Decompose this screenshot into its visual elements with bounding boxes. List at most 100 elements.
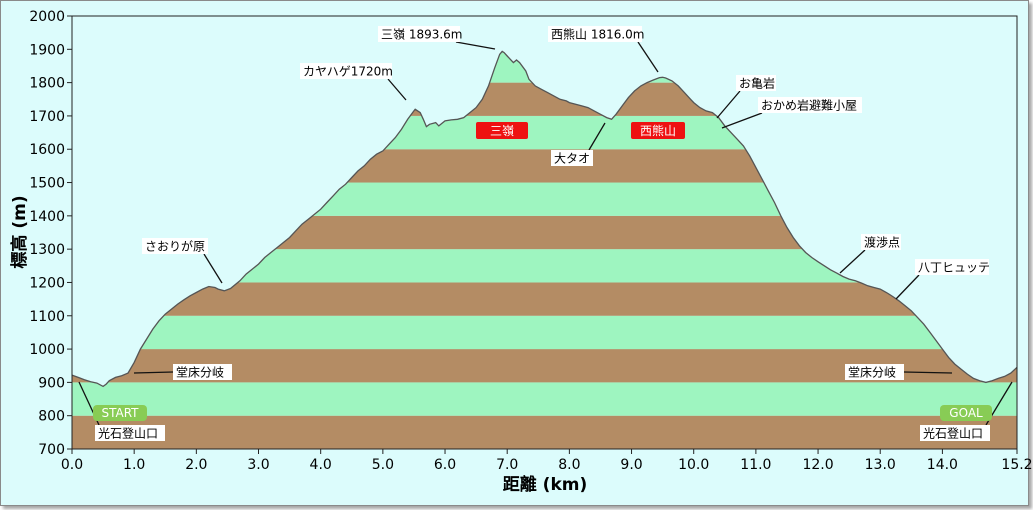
annotation: 大タオ — [551, 122, 606, 166]
elevation-band — [72, 249, 1017, 283]
annotation-box — [95, 425, 165, 441]
annotation-box — [548, 26, 642, 42]
x-tick-label: 5.0 — [372, 457, 394, 473]
x-tick-label: 9.0 — [620, 457, 642, 473]
elevation-band — [72, 382, 1017, 416]
x-axis-title: 距離 (km) — [503, 474, 587, 495]
annotation-label: カヤハゲ1720m — [303, 65, 393, 79]
annotation-box — [845, 364, 904, 380]
annotation-label: 大タオ — [554, 152, 590, 166]
x-tick-label: 2.0 — [185, 457, 207, 473]
annotation: お亀岩 — [716, 75, 776, 119]
x-tick-label: 6.0 — [434, 457, 456, 473]
start-badge: START — [93, 405, 147, 421]
y-tick-label: 1600 — [29, 142, 65, 158]
annotation-box — [736, 75, 776, 91]
x-tick-label: 8.0 — [558, 457, 580, 473]
endpoint-badge-box — [940, 405, 992, 421]
peak-badge: 西熊山 — [631, 122, 685, 139]
goal-badge: GOAL — [940, 405, 992, 421]
annotation-label: 光石登山口 — [923, 426, 983, 441]
annotation: 渡渉点 — [839, 234, 901, 274]
x-tick-label: 12.0 — [802, 457, 833, 473]
annotation-label: さおりが原 — [145, 239, 205, 254]
x-tick-label: 4.0 — [310, 457, 332, 473]
elevation-band — [72, 82, 1017, 116]
annotation-leader — [588, 122, 606, 151]
annotation-leader — [721, 112, 763, 129]
elevation-band — [72, 415, 1017, 449]
y-tick-label: 1100 — [29, 309, 65, 325]
annotation-leader — [637, 41, 659, 73]
x-tick-label: 11.0 — [740, 457, 771, 473]
peak-badge-box — [476, 122, 528, 139]
annotation-box — [173, 364, 232, 380]
annotation-leader — [455, 41, 496, 50]
annotations: 三嶺 1893.6m 西熊山 1816.0m カヤハゲ1720m お亀岩おかめ岩避難小… — [78, 26, 1013, 441]
annotation: 堂床分岐 — [845, 364, 953, 380]
annotation-leader — [133, 371, 174, 374]
x-tick-label: 0.0 — [61, 457, 83, 473]
y-tick-label: 800 — [38, 409, 65, 425]
y-tick-label: 1000 — [29, 342, 65, 358]
annotation-box — [551, 150, 593, 166]
annotation-box — [920, 425, 990, 441]
elevation-band — [72, 51, 1017, 83]
y-tick-label: 900 — [38, 375, 65, 391]
y-tick-label: 1400 — [29, 209, 65, 225]
annotation-label: 光石登山口 — [98, 426, 158, 441]
y-tick-label: 1300 — [29, 242, 65, 258]
x-tick-label: 10.0 — [678, 457, 709, 473]
annotation-box — [758, 97, 862, 113]
x-tick-label: 15.2 — [1001, 457, 1032, 473]
elevation-band — [72, 315, 1017, 350]
annotation: さおりが原 — [142, 238, 223, 284]
x-tick-label: 13.0 — [865, 457, 896, 473]
annotation-label: 三嶺 1893.6m — [381, 28, 463, 42]
y-tick-label: 1900 — [29, 42, 65, 58]
y-axis-ticks: 700 800 900 1000 1100 1200 1300 1400 1500 1600 170… — [29, 9, 72, 458]
annotation-leader — [387, 78, 407, 101]
annotation-label: 堂床分岐 — [848, 366, 896, 380]
endpoint-badge-box — [93, 405, 147, 421]
annotation-box — [915, 259, 989, 275]
annotation: カヤハゲ1720m — [300, 63, 407, 101]
elevation-profile-line — [71, 50, 1018, 388]
annotation-box — [300, 63, 392, 79]
peak-badge: 三嶺 — [476, 122, 528, 139]
annotation-label: 西熊山 1816.0m — [551, 27, 645, 42]
annotation-leader — [716, 90, 741, 119]
x-tick-label: 14.0 — [927, 457, 958, 473]
plot-border — [71, 15, 1018, 450]
annotation: 三嶺 1893.6m — [378, 26, 496, 50]
y-tick-label: 700 — [38, 442, 65, 458]
elevation-band — [72, 115, 1017, 150]
annotation-box — [861, 234, 901, 250]
x-tick-label: 1.0 — [123, 457, 145, 473]
elevation-band — [72, 16, 1017, 49]
elevation-band — [72, 182, 1017, 216]
annotation-leader — [839, 249, 866, 274]
endpoint-badge-label: START — [101, 406, 139, 420]
elevation-bands — [72, 16, 1017, 449]
plot-area-border — [71, 15, 1018, 450]
x-tick-label: 7.0 — [496, 457, 518, 473]
y-tick-label: 2000 — [29, 9, 65, 25]
annotation: 堂床分岐 — [133, 364, 232, 380]
y-tick-label: 1200 — [29, 275, 65, 291]
peak-badge-box — [631, 122, 685, 139]
annotation-label: お亀岩 — [739, 76, 775, 91]
annotation-leader — [203, 253, 223, 284]
annotation: 八丁ヒュッテ — [895, 259, 990, 300]
annotation-leader — [895, 274, 920, 300]
elevation-band — [72, 149, 1017, 183]
annotation: 西熊山 1816.0m — [548, 26, 659, 73]
peak-badge-label: 西熊山 — [640, 123, 676, 138]
x-tick-label: 3.0 — [247, 457, 269, 473]
annotation-leader — [903, 371, 953, 374]
annotation-box — [142, 238, 208, 254]
x-axis-ticks: 0.0 1.0 2.0 3.0 4.0 5.0 6.0 7.0 8.0 9.0 10.0 11.0 12… — [61, 449, 1033, 473]
annotation: おかめ岩避難小屋 — [721, 97, 862, 129]
y-tick-label: 1500 — [29, 176, 65, 192]
